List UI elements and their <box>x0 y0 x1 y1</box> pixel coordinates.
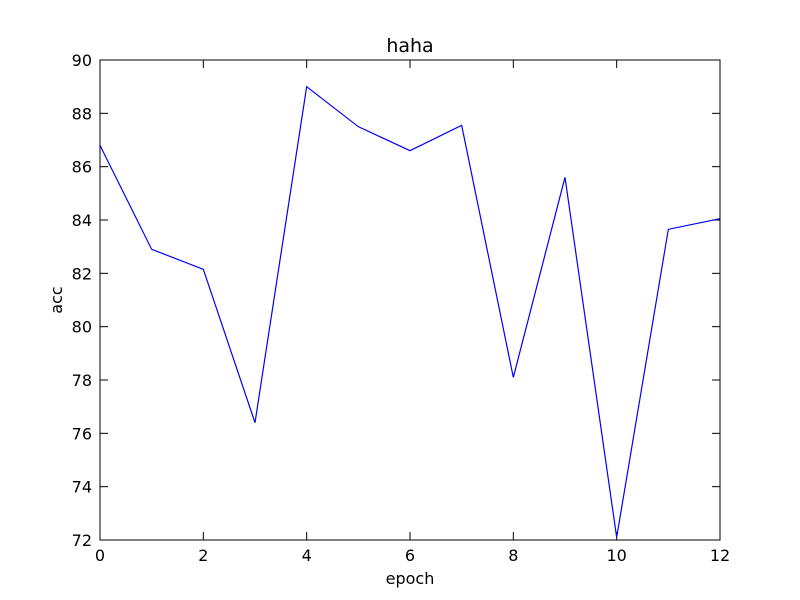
x-tick-label: 6 <box>405 546 415 565</box>
plot-frame <box>99 59 721 541</box>
x-tick-label: 8 <box>508 546 518 565</box>
y-tick-label: 80 <box>72 318 92 337</box>
x-tick-label: 0 <box>95 546 105 565</box>
y-tick-label: 78 <box>72 371 92 390</box>
y-tick-label: 90 <box>72 51 92 70</box>
x-tick-label: 2 <box>198 546 208 565</box>
y-tick-label: 74 <box>72 478 92 497</box>
x-axis-label: epoch <box>386 569 435 588</box>
plot-area <box>100 60 720 540</box>
y-tick-label: 76 <box>72 424 92 443</box>
x-tick-label: 10 <box>606 546 626 565</box>
y-tick-label: 88 <box>72 104 92 123</box>
chart-title: haha <box>386 35 433 57</box>
y-tick-label: 72 <box>72 531 92 550</box>
series-layer <box>99 85 721 538</box>
x-tick-label: 12 <box>710 546 730 565</box>
x-tick-label: 4 <box>302 546 312 565</box>
y-axis-label: acc <box>47 286 66 313</box>
x-axis-ticks: 0 2 4 6 8 10 12 <box>95 60 730 565</box>
series-line <box>99 85 721 538</box>
y-tick-label: 86 <box>72 158 92 177</box>
y-tick-label: 82 <box>72 264 92 283</box>
y-tick-label: 84 <box>72 211 92 230</box>
